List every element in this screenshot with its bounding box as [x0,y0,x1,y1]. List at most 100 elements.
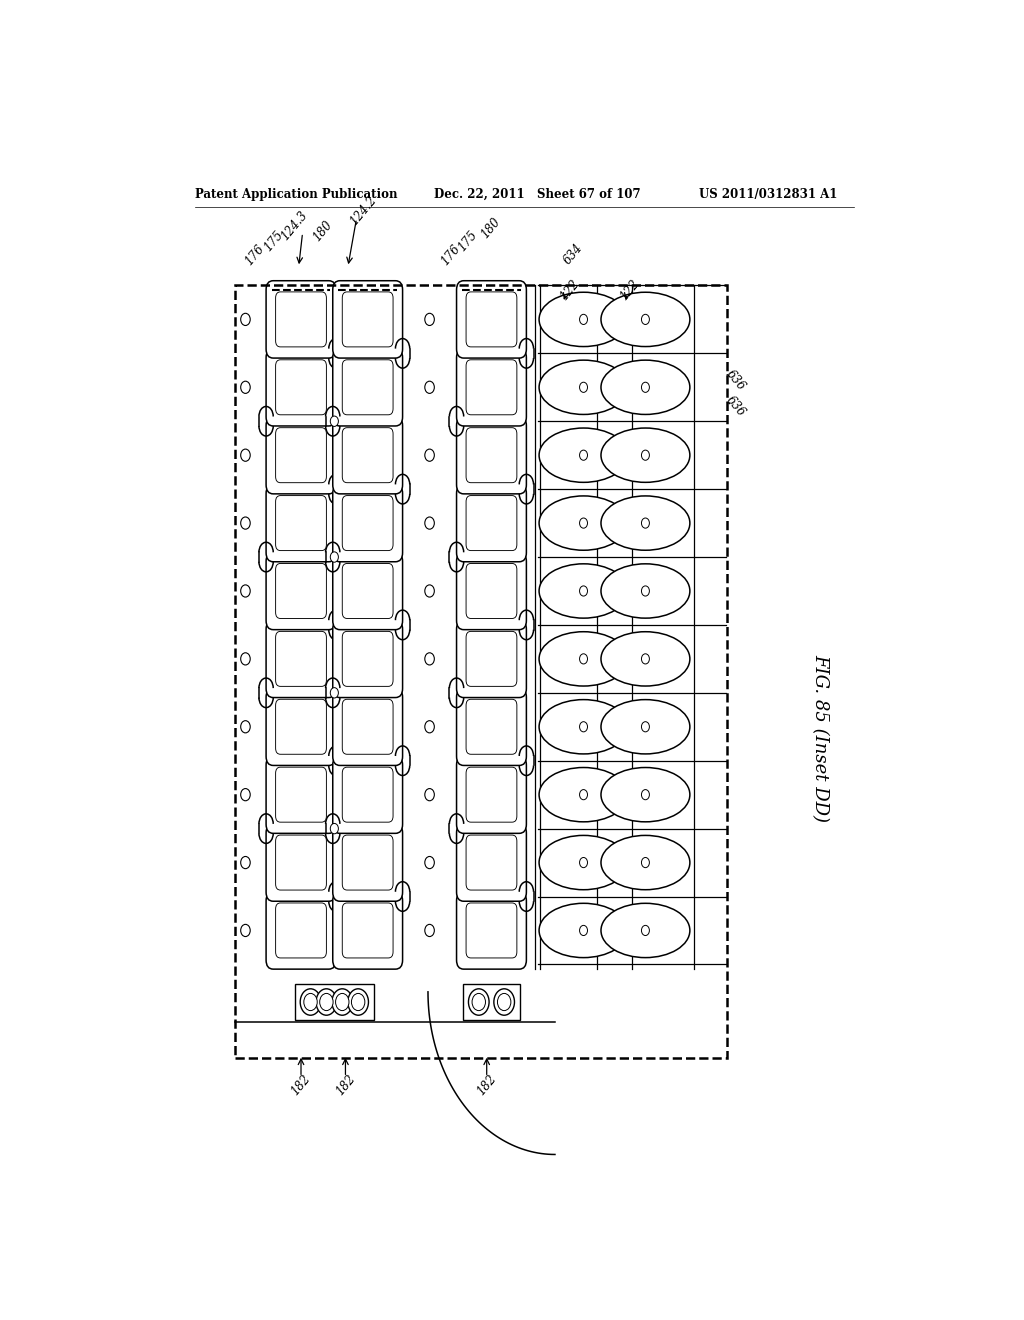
FancyBboxPatch shape [333,824,402,902]
FancyBboxPatch shape [266,552,336,630]
FancyBboxPatch shape [466,495,517,550]
Text: Patent Application Publication: Patent Application Publication [196,187,398,201]
Circle shape [331,688,338,698]
FancyBboxPatch shape [342,631,393,686]
Circle shape [241,857,250,869]
FancyBboxPatch shape [466,631,517,686]
FancyBboxPatch shape [333,620,402,697]
FancyBboxPatch shape [275,631,327,686]
Circle shape [641,586,649,597]
Circle shape [425,924,434,937]
Ellipse shape [601,496,690,550]
Ellipse shape [601,903,690,957]
Ellipse shape [601,632,690,686]
Circle shape [641,517,649,528]
Text: 176: 176 [243,242,267,268]
FancyBboxPatch shape [466,836,517,890]
FancyBboxPatch shape [457,756,526,833]
FancyBboxPatch shape [457,620,526,697]
FancyBboxPatch shape [275,360,327,414]
Circle shape [425,788,434,801]
Text: 175: 175 [261,228,286,253]
FancyBboxPatch shape [266,417,336,494]
Text: 180: 180 [310,219,335,244]
FancyBboxPatch shape [466,428,517,483]
FancyBboxPatch shape [333,281,402,358]
Circle shape [331,824,338,834]
Text: 175: 175 [456,228,480,253]
Text: 634: 634 [561,242,586,267]
Text: US 2011/0312831 A1: US 2011/0312831 A1 [699,187,838,201]
Circle shape [641,722,649,731]
Circle shape [425,517,434,529]
FancyBboxPatch shape [275,700,327,754]
Text: 122: 122 [617,277,642,304]
Text: 636: 636 [723,393,748,420]
Text: 122: 122 [557,277,582,304]
FancyBboxPatch shape [275,495,327,550]
Bar [236,285,727,1057]
FancyBboxPatch shape [466,700,517,754]
Circle shape [241,653,250,665]
FancyBboxPatch shape [266,688,336,766]
Circle shape [580,722,588,731]
Ellipse shape [601,564,690,618]
Text: 176: 176 [439,242,463,268]
Ellipse shape [539,496,628,550]
Text: 182: 182 [289,1073,313,1098]
Circle shape [641,383,649,392]
FancyBboxPatch shape [342,292,393,347]
Ellipse shape [539,428,628,482]
Circle shape [351,994,365,1011]
Circle shape [241,788,250,801]
FancyBboxPatch shape [266,892,336,969]
Circle shape [241,449,250,461]
Ellipse shape [539,700,628,754]
Ellipse shape [601,767,690,822]
FancyBboxPatch shape [333,348,402,426]
FancyBboxPatch shape [333,688,402,766]
Ellipse shape [601,428,690,482]
Circle shape [331,552,338,562]
Circle shape [241,721,250,733]
Circle shape [580,586,588,597]
FancyBboxPatch shape [342,903,393,958]
FancyBboxPatch shape [342,564,393,619]
Circle shape [641,925,649,936]
FancyBboxPatch shape [342,836,393,890]
FancyBboxPatch shape [275,564,327,619]
FancyBboxPatch shape [457,281,526,358]
Circle shape [336,994,349,1011]
Circle shape [348,989,369,1015]
Circle shape [580,858,588,867]
FancyBboxPatch shape [457,417,526,494]
Circle shape [425,653,434,665]
FancyBboxPatch shape [333,756,402,833]
Circle shape [580,517,588,528]
Circle shape [425,857,434,869]
Circle shape [300,989,321,1015]
Text: 636: 636 [723,367,748,393]
Circle shape [331,416,338,426]
FancyBboxPatch shape [342,428,393,483]
FancyBboxPatch shape [275,903,327,958]
FancyBboxPatch shape [457,348,526,426]
Ellipse shape [601,700,690,754]
FancyBboxPatch shape [266,824,336,902]
Ellipse shape [539,903,628,957]
FancyBboxPatch shape [466,360,517,414]
Ellipse shape [601,292,690,347]
Circle shape [241,585,250,597]
Ellipse shape [539,632,628,686]
FancyBboxPatch shape [466,564,517,619]
FancyBboxPatch shape [333,892,402,969]
FancyBboxPatch shape [466,903,517,958]
FancyBboxPatch shape [466,767,517,822]
Circle shape [580,653,588,664]
Circle shape [641,653,649,664]
Circle shape [580,925,588,936]
Circle shape [580,314,588,325]
Ellipse shape [601,836,690,890]
FancyBboxPatch shape [333,417,402,494]
Ellipse shape [539,767,628,822]
